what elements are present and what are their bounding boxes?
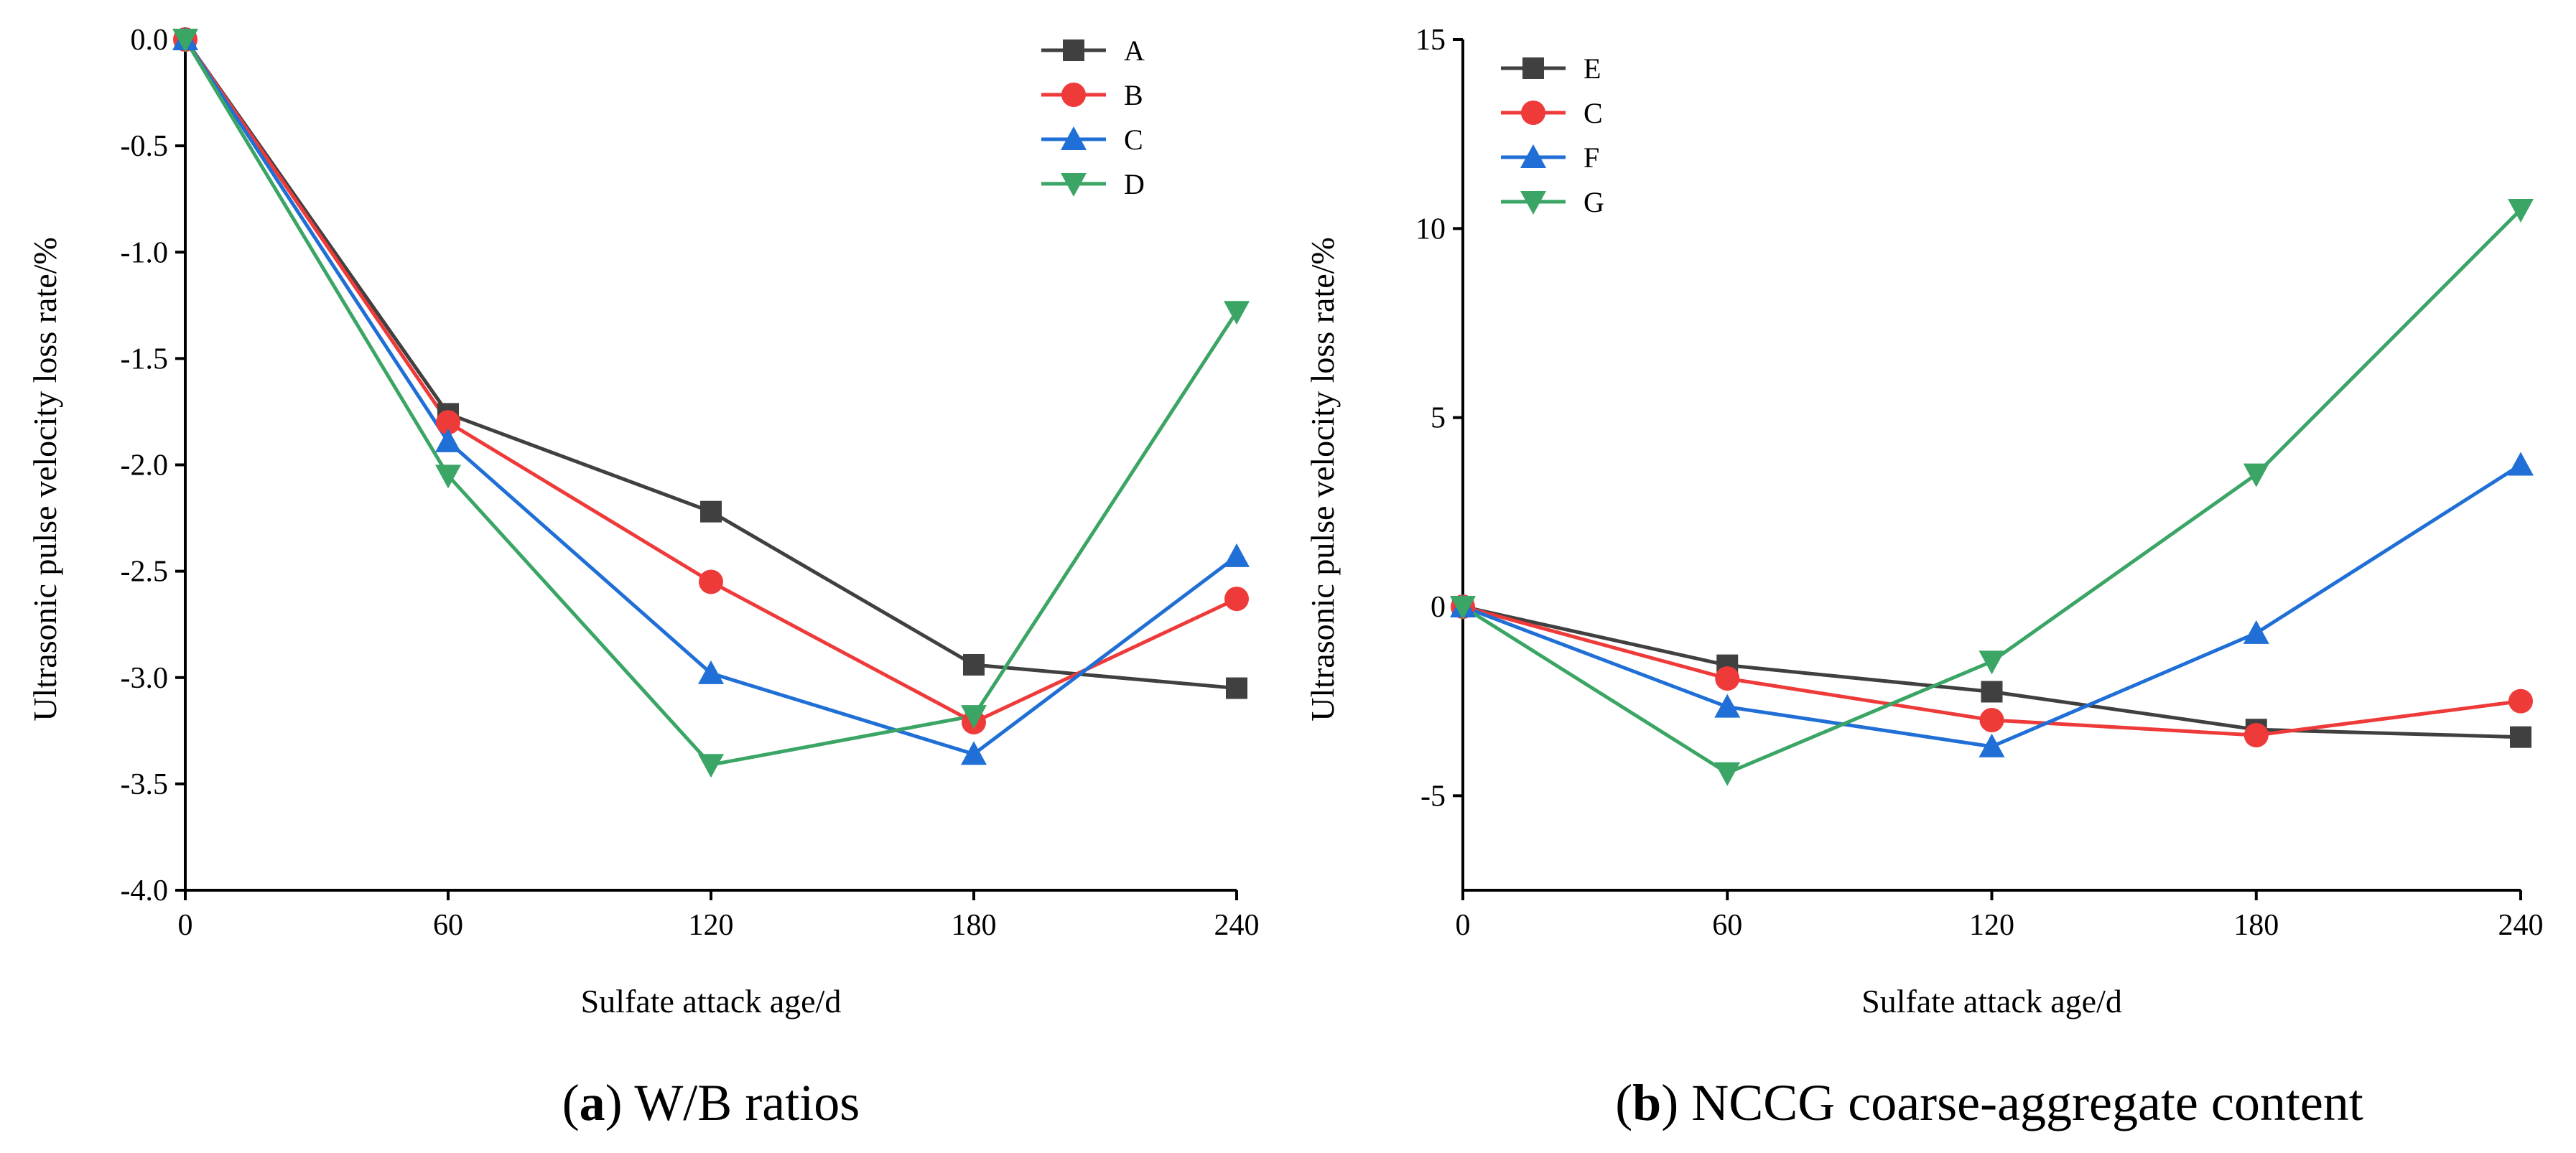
legend-marker-D <box>1061 173 1087 197</box>
data-point-C <box>2508 688 2533 714</box>
legend-label: F <box>1584 141 1599 174</box>
legend-marker-C <box>1061 126 1087 150</box>
x-tick-label: 60 <box>1712 909 1742 942</box>
panel-b-chart: 15 10 5 0 -5 0 60 120 180 240 Sulfate attack age/d… <box>1304 24 2544 1131</box>
panel-a-chart: 0.0 -0.5 -1.0 -1.5 -2.0 -2.5 -3.0 -3.5 -4.0 0 60 12… <box>27 24 1260 1131</box>
y-tick-label: -0.5 <box>121 130 169 163</box>
x-tick-label: 0 <box>1456 909 1471 942</box>
data-point-C <box>1979 708 2004 732</box>
legend-label: C <box>1124 123 1143 156</box>
x-axis-title: Sulfate attack age/d <box>581 983 842 1019</box>
data-point-G <box>1714 762 1741 786</box>
legend-label: C <box>1584 97 1603 129</box>
data-point-C <box>1715 666 1740 691</box>
y-tick-label: -2.5 <box>121 556 169 589</box>
x-tick-label: 0 <box>178 909 193 942</box>
x-tick-label: 60 <box>433 909 463 942</box>
legend-marker-F <box>1520 144 1546 168</box>
data-point-C <box>435 428 461 452</box>
y-tick-label: -4.0 <box>121 874 169 907</box>
x-tick-label: 240 <box>2498 909 2544 942</box>
y-tick-label: 10 <box>1415 213 1446 246</box>
data-point-D <box>698 754 724 778</box>
data-point-D <box>1224 301 1250 325</box>
panel-caption: (b) NCCG coarse-aggregate content <box>1615 1074 2363 1131</box>
panel-caption: (a) W/B ratios <box>562 1074 860 1131</box>
y-tick-label: -1.5 <box>121 342 169 375</box>
data-point-C <box>2243 723 2269 748</box>
legend-marker-G <box>1520 191 1546 215</box>
data-point-B <box>699 569 723 594</box>
data-point-C <box>698 660 724 684</box>
data-point-F <box>1979 733 2005 757</box>
data-point-G <box>1979 650 2005 675</box>
y-tick-label: -3.0 <box>121 662 169 695</box>
x-axis-title: Sulfate attack age/d <box>1861 983 2122 1019</box>
data-point-D <box>172 29 198 52</box>
legend-marker-A <box>1063 39 1084 61</box>
data-point-B <box>1224 587 1249 612</box>
y-tick-label: 0 <box>1431 591 1446 624</box>
y-tick-label: 5 <box>1431 402 1446 435</box>
data-point-G <box>2243 463 2269 487</box>
legend-label: E <box>1584 52 1601 85</box>
x-tick-label: 120 <box>1969 909 2014 942</box>
x-tick-label: 120 <box>689 909 734 942</box>
data-point-D <box>435 465 461 489</box>
x-tick-label: 180 <box>2233 909 2279 942</box>
data-point-B <box>436 410 460 435</box>
data-point-D <box>961 705 987 729</box>
data-point-A <box>1226 677 1247 699</box>
series-line-F <box>1462 463 2522 749</box>
data-point-G <box>2508 199 2534 223</box>
y-tick-label: -5 <box>1420 780 1446 813</box>
x-tick-label: 180 <box>952 909 997 942</box>
data-point-G <box>1450 596 1476 620</box>
y-tick-label: 0.0 <box>131 24 169 57</box>
y-tick-label: -1.0 <box>121 236 169 269</box>
y-tick-label: 15 <box>1415 24 1446 57</box>
legend-label: B <box>1124 79 1143 111</box>
legend-marker-B <box>1061 83 1086 107</box>
data-point-F <box>1714 694 1741 718</box>
data-point-C <box>961 741 987 765</box>
data-point-A <box>700 500 722 523</box>
data-point-C <box>1224 543 1250 567</box>
y-tick-label: -3.5 <box>121 768 169 801</box>
legend-label: A <box>1124 34 1145 67</box>
y-tick-label: -2.0 <box>121 449 169 482</box>
y-axis-title: Ultrasonic pulse velocity loss rate/% <box>27 237 63 722</box>
legend-marker-E <box>1522 57 1544 79</box>
legend-marker-C <box>1521 101 1545 125</box>
data-point-E <box>1981 681 2003 703</box>
data-point-F <box>2508 452 2534 476</box>
x-tick-label: 240 <box>1214 909 1260 942</box>
data-point-F <box>2243 620 2269 644</box>
legend-label: D <box>1124 168 1145 200</box>
data-point-E <box>2510 726 2531 748</box>
legend-label: G <box>1584 186 1604 218</box>
y-axis-title: Ultrasonic pulse velocity loss rate/% <box>1304 237 1341 722</box>
data-point-A <box>963 653 985 676</box>
